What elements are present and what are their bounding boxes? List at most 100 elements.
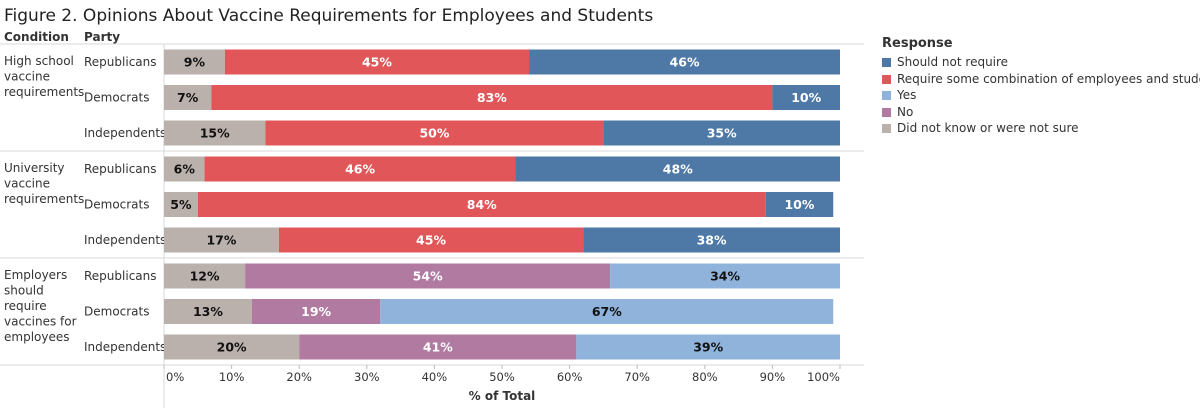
legend-item: Should not require (882, 55, 1008, 72)
x-tick-label: 0% (166, 370, 184, 384)
x-tick-label: 80% (692, 370, 718, 384)
data-label: 6% (174, 162, 196, 177)
data-label: 9% (184, 55, 206, 70)
bar-segment (164, 156, 205, 182)
x-tick-label: 70% (624, 370, 650, 384)
bar-segment (772, 85, 840, 110)
legend: Response Should not require Require some … (882, 36, 1200, 138)
data-label: 38% (697, 233, 727, 248)
bar-segment (583, 227, 840, 253)
legend-item: Did not know or were not sure (882, 121, 1079, 138)
data-label: 46% (670, 55, 700, 70)
condition-column-header: Condition (4, 30, 69, 44)
legend-swatch (882, 58, 891, 67)
data-label: 45% (416, 233, 446, 248)
bar-segment (204, 156, 516, 182)
condition-label: should (4, 284, 44, 298)
party-label: Republicans (84, 55, 157, 69)
data-label: 7% (177, 90, 199, 105)
bar-segment (515, 156, 840, 182)
bar-segment (603, 120, 840, 146)
bar-segment (610, 263, 840, 289)
condition-label: employees (4, 330, 69, 344)
bar-segment (164, 192, 198, 217)
legend-title: Response (882, 36, 953, 51)
bar-segment (211, 85, 773, 110)
x-tick-label: 30% (354, 370, 380, 384)
party-label: Democrats (84, 305, 150, 319)
bar-segment (164, 49, 225, 75)
data-label: 13% (193, 304, 223, 319)
party-label: Democrats (84, 198, 150, 212)
bar-segment (164, 227, 279, 253)
party-column-header: Party (84, 30, 121, 44)
data-label: 83% (477, 90, 507, 105)
party-label: Republicans (84, 269, 157, 283)
condition-label: requirements (4, 192, 84, 206)
bar-segment (251, 299, 381, 324)
data-label: 39% (693, 340, 723, 355)
legend-item: No (882, 105, 953, 122)
legend-label: Require some combination of employees an… (897, 71, 1200, 86)
data-label: 41% (423, 340, 453, 355)
data-label: 34% (710, 269, 740, 284)
condition-label: requirements (4, 85, 84, 99)
x-tick-label: 50% (489, 370, 515, 384)
bar-segment (164, 263, 246, 289)
condition-label: vaccines for (4, 315, 77, 329)
legend-label: Yes (897, 88, 917, 102)
bar-segment (529, 49, 840, 75)
data-label: 19% (301, 304, 331, 319)
bar-segment (765, 192, 834, 217)
data-label: 10% (791, 90, 821, 105)
data-label: 12% (190, 269, 220, 284)
bar-segment (164, 120, 266, 146)
bar-segment (576, 334, 840, 360)
x-tick-label: 90% (760, 370, 786, 384)
data-label: 15% (200, 126, 230, 141)
condition-label: require (4, 299, 47, 313)
party-label: Democrats (84, 91, 150, 105)
bar-segment (299, 334, 577, 360)
condition-label: University (4, 161, 65, 175)
bar-segment (265, 120, 604, 146)
chart-title: Figure 2. Opinions About Vaccine Require… (4, 6, 654, 26)
party-label: Independents (84, 233, 166, 247)
x-tick-label: 40% (422, 370, 448, 384)
bar-segment (380, 299, 834, 324)
x-tick-label: 20% (286, 370, 312, 384)
data-label: 17% (206, 233, 236, 248)
x-tick-label: 60% (557, 370, 583, 384)
condition-label: Employers (4, 268, 67, 282)
data-label: 67% (592, 304, 622, 319)
legend-label: Should not require (897, 55, 1009, 69)
legend-swatch (882, 124, 891, 133)
condition-label: vaccine (4, 70, 50, 84)
data-label: 54% (413, 269, 443, 284)
legend-swatch (882, 74, 891, 84)
legend-item: Yes (882, 88, 953, 105)
bar-segment (197, 192, 766, 217)
bar-segment (224, 49, 530, 75)
data-label: 20% (217, 340, 247, 355)
data-label: 48% (663, 162, 693, 177)
stacked-bar-chart: High schoolvaccinerequirementsRepublican… (0, 43, 864, 408)
legend-label: Did not know or were not sure (897, 121, 1079, 135)
bar-segment (164, 334, 300, 360)
data-label: 84% (467, 197, 497, 212)
data-label: 35% (707, 126, 737, 141)
legend-swatch (882, 91, 891, 100)
legend-label: No (897, 104, 914, 119)
x-tick-label: 10% (219, 370, 245, 384)
legend-item: Require some combination of employees an… (882, 72, 1200, 89)
data-label: 46% (345, 162, 375, 177)
data-label: 50% (419, 126, 449, 141)
party-label: Independents (84, 340, 166, 354)
data-label: 10% (784, 197, 814, 212)
data-label: 5% (170, 197, 192, 212)
bar-segment (164, 299, 252, 324)
bar-segment (278, 227, 584, 253)
party-label: Republicans (84, 162, 157, 176)
condition-label: High school (4, 54, 74, 68)
condition-label: vaccine (4, 177, 50, 191)
